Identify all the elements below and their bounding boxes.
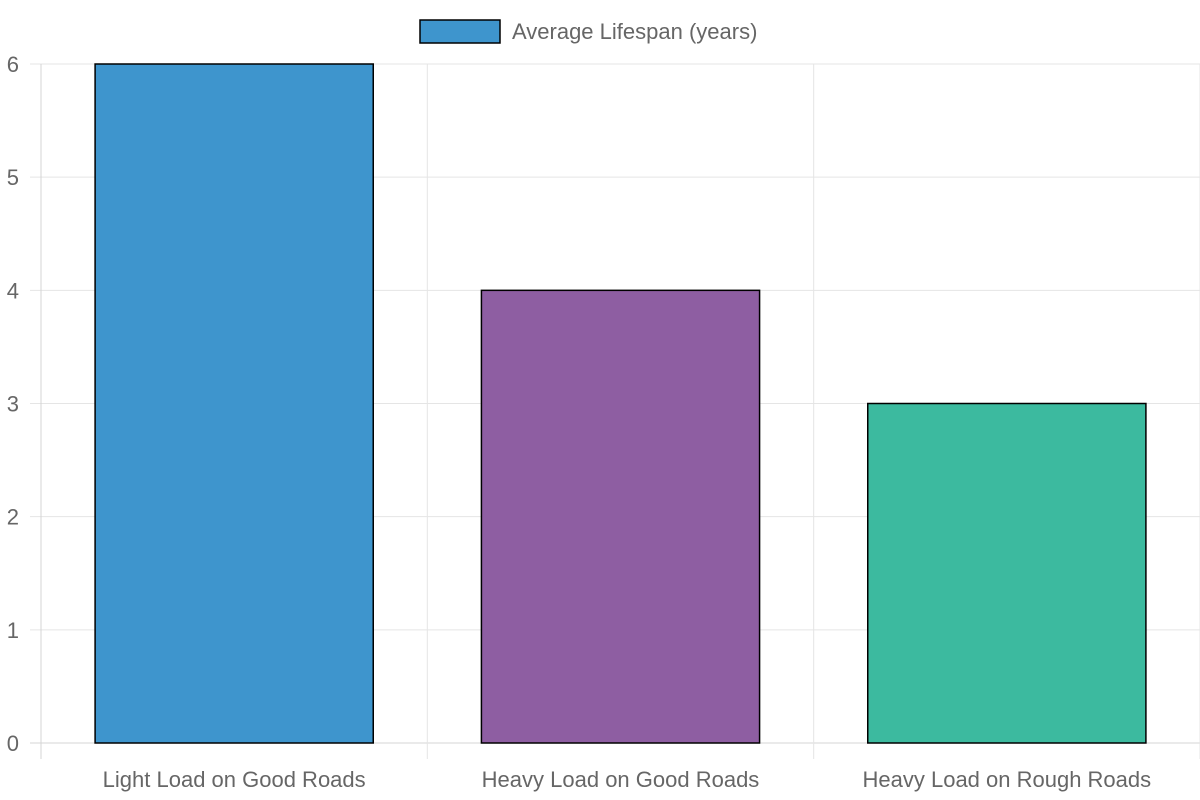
x-axis-ticks: Light Load on Good Roads Heavy Load on Go…	[103, 767, 1151, 792]
y-tick-label: 2	[7, 505, 19, 530]
y-axis-ticks: 0 1 2 3 4 5 6	[7, 52, 19, 756]
bar[interactable]	[867, 402, 1147, 744]
y-tick-label: 4	[7, 278, 19, 303]
x-tick-label: Heavy Load on Good Roads	[482, 767, 760, 792]
legend-label[interactable]: Average Lifespan (years)	[512, 19, 757, 44]
legend[interactable]: Average Lifespan (years)	[419, 19, 757, 44]
y-tick-label: 5	[7, 165, 19, 190]
y-tick-label: 0	[7, 731, 19, 756]
bar[interactable]	[94, 63, 374, 744]
legend-swatch[interactable]	[419, 19, 501, 44]
x-tick-label: Heavy Load on Rough Roads	[863, 767, 1152, 792]
bars	[94, 63, 1147, 744]
x-tick-label: Light Load on Good Roads	[103, 767, 366, 792]
bar[interactable]	[480, 289, 761, 744]
y-tick-label: 6	[7, 52, 19, 77]
y-tick-label: 1	[7, 618, 19, 643]
y-tick-label: 3	[7, 392, 19, 417]
